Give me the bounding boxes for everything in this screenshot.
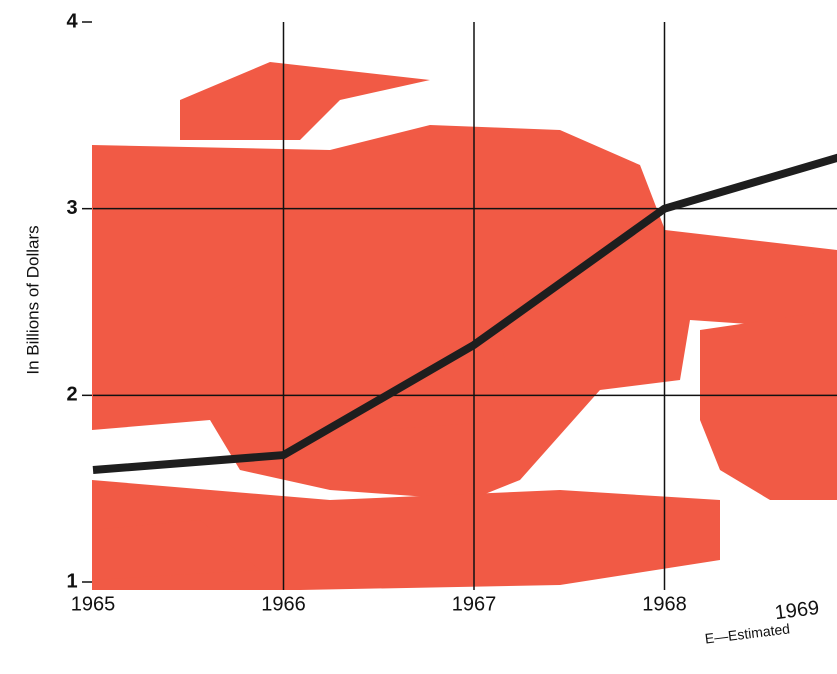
background-photo [92, 62, 837, 590]
y-tick-label: 4 [66, 10, 78, 32]
annotation: E—Estimated [704, 620, 791, 646]
data-line [92, 153, 837, 474]
y-tick-label: 3 [66, 197, 77, 219]
x-tick-label: 1966 [261, 593, 306, 615]
x-tick-label: 1968 [642, 593, 687, 615]
y-tick-label: 2 [66, 384, 77, 406]
x-tick-label: 1969 [774, 597, 821, 624]
x-tick-label: 1967 [452, 593, 497, 615]
y-tick-label: 1 [66, 570, 77, 592]
x-tick-label: 1965 [71, 593, 116, 615]
y-axis-label: In Billions of Dollars [23, 225, 42, 374]
